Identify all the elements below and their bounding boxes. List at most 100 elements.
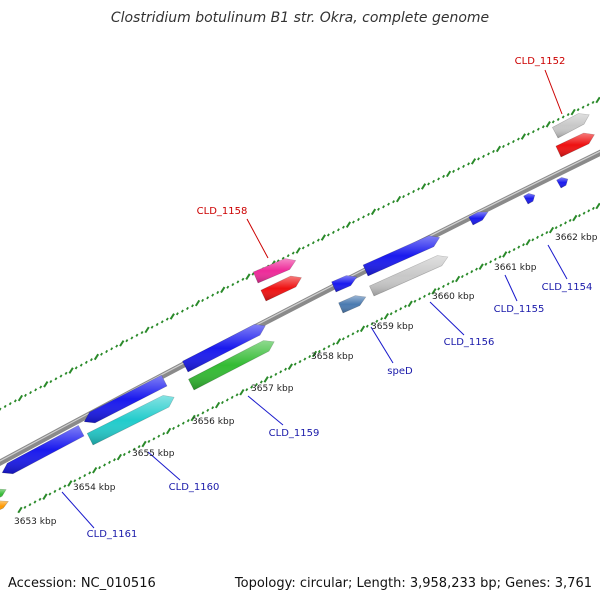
inner-tick [92, 466, 98, 474]
outer-tick [511, 139, 515, 144]
inner-tick [211, 406, 215, 410]
inner-tick [413, 299, 417, 303]
outer-tick [306, 243, 310, 247]
outer-tick [432, 179, 436, 183]
outer-tick [387, 202, 391, 206]
outer-tick [331, 230, 335, 234]
inner-tick [317, 349, 321, 354]
inner-tick [498, 255, 502, 259]
inner-tick [166, 427, 172, 435]
inner-tick [42, 493, 48, 500]
inner-tick [152, 437, 156, 441]
outer-tick [452, 169, 456, 173]
outer-tick [541, 125, 545, 129]
inner-tick [554, 226, 558, 230]
outer-tick [487, 152, 490, 156]
inner-tick [157, 434, 161, 438]
inner-tick [332, 342, 336, 346]
outer-tick [17, 394, 23, 402]
inner-tick [147, 439, 151, 444]
gene-label[interactable]: CLD_1161 [87, 529, 138, 540]
inner-tick [214, 401, 221, 409]
outer-tick [357, 217, 360, 222]
scale-label: 3655 kbp [132, 449, 175, 459]
inner-tick [141, 440, 147, 448]
gene-label[interactable]: CLD_1158 [197, 206, 248, 217]
outer-tick-ring [0, 96, 600, 411]
inner-tick [548, 226, 555, 234]
outer-tick [395, 195, 402, 203]
outer-tick [492, 149, 495, 154]
gene-feature-shading [338, 295, 366, 313]
gene-feature-shading [523, 193, 535, 204]
outer-tick [551, 120, 555, 124]
inner-tick [83, 473, 87, 478]
outer-tick [382, 205, 385, 209]
inner-tick [73, 479, 77, 483]
outer-tick [495, 145, 502, 153]
outer-tick [301, 246, 305, 250]
inner-tick [335, 338, 342, 345]
outer-tick [251, 272, 255, 276]
outer-tick [93, 353, 100, 361]
inner-tick [181, 421, 185, 425]
outer-tick [125, 339, 129, 343]
gene-label[interactable]: CLD_1152 [515, 56, 566, 67]
outer-tick [501, 144, 505, 149]
outer-tick [155, 322, 159, 327]
inner-tick [284, 367, 288, 371]
scale-label: 3662 kbp [555, 233, 598, 243]
gene-feature-shading [0, 489, 7, 498]
inner-tick [394, 309, 398, 313]
gene-feature-shading [188, 340, 275, 390]
outer-tick [64, 371, 68, 375]
outer-tick [135, 333, 139, 337]
inner-tick [568, 218, 572, 223]
leader-line [370, 326, 394, 364]
inner-tick [351, 332, 355, 336]
genome-backbone [0, 149, 600, 467]
inner-tick [536, 235, 539, 239]
outer-tick [8, 402, 12, 406]
gene-label[interactable]: CLD_1154 [542, 282, 593, 293]
outer-tick [39, 385, 43, 389]
gene-label[interactable]: CLD_1159 [269, 428, 320, 439]
outer-tick [442, 174, 446, 178]
outer-tick [516, 137, 520, 141]
gene-feature-shading [87, 395, 175, 445]
gene-label[interactable]: CLD_1156 [444, 337, 495, 348]
outer-tick [59, 374, 63, 378]
inner-tick [512, 247, 516, 252]
outer-tick [29, 391, 33, 395]
inner-tick [122, 452, 126, 457]
outer-tick [556, 117, 560, 122]
outer-tick [566, 112, 570, 117]
outer-tick [3, 404, 7, 409]
outer-tick [412, 189, 416, 194]
leader-line [147, 451, 181, 481]
outer-tick [445, 170, 452, 178]
gene-feature-shading [0, 500, 9, 510]
outer-tick [457, 167, 461, 171]
scale-label: 3660 kbp [432, 292, 475, 302]
accession-text: Accession: NC_010516 [8, 576, 156, 591]
outer-tick [570, 108, 576, 116]
inner-tick [220, 400, 224, 405]
outer-tick [367, 212, 370, 216]
scale-label: 3658 kbp [311, 352, 354, 362]
scale-label: 3661 kbp [494, 263, 537, 273]
inner-tick [451, 279, 455, 284]
gene-label[interactable]: CLD_1155 [494, 304, 545, 315]
inner-tick [460, 274, 464, 279]
outer-tick [150, 325, 154, 329]
outer-tick [581, 105, 585, 109]
gene-label[interactable]: speD [387, 366, 413, 377]
gene-label[interactable]: CLD_1160 [169, 482, 220, 493]
gene-feature-shading [260, 276, 302, 301]
inner-tick [67, 480, 73, 487]
inner-tick [404, 304, 407, 308]
inner-tick [577, 214, 581, 218]
inner-tick [470, 270, 474, 274]
gene-feature-shading [363, 235, 440, 276]
